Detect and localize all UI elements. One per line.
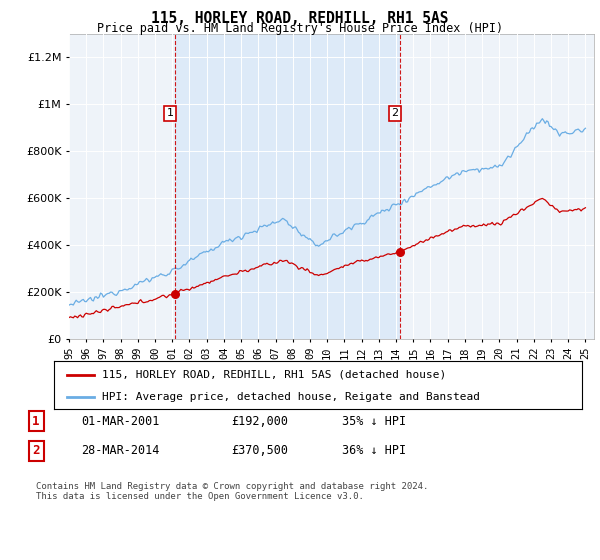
Text: 115, HORLEY ROAD, REDHILL, RH1 5AS: 115, HORLEY ROAD, REDHILL, RH1 5AS [151, 11, 449, 26]
Point [395, 248, 405, 256]
Text: Price paid vs. HM Land Registry's House Price Index (HPI): Price paid vs. HM Land Registry's House … [97, 22, 503, 35]
Text: 35% ↓ HPI: 35% ↓ HPI [342, 414, 406, 428]
Text: 2: 2 [32, 444, 40, 458]
Text: 36% ↓ HPI: 36% ↓ HPI [342, 444, 406, 458]
Text: Contains HM Land Registry data © Crown copyright and database right 2024.
This d: Contains HM Land Registry data © Crown c… [36, 482, 428, 501]
Text: 1: 1 [32, 414, 40, 428]
Text: HPI: Average price, detached house, Reigate and Banstead: HPI: Average price, detached house, Reig… [101, 392, 479, 402]
Text: £192,000: £192,000 [231, 414, 288, 428]
Text: 01-MAR-2001: 01-MAR-2001 [81, 414, 160, 428]
Text: 2: 2 [391, 109, 398, 118]
Text: 115, HORLEY ROAD, REDHILL, RH1 5AS (detached house): 115, HORLEY ROAD, REDHILL, RH1 5AS (deta… [101, 370, 446, 380]
Text: 1: 1 [167, 109, 173, 118]
Text: £370,500: £370,500 [231, 444, 288, 458]
Point [170, 290, 180, 298]
Text: 28-MAR-2014: 28-MAR-2014 [81, 444, 160, 458]
Bar [175, 34, 400, 339]
